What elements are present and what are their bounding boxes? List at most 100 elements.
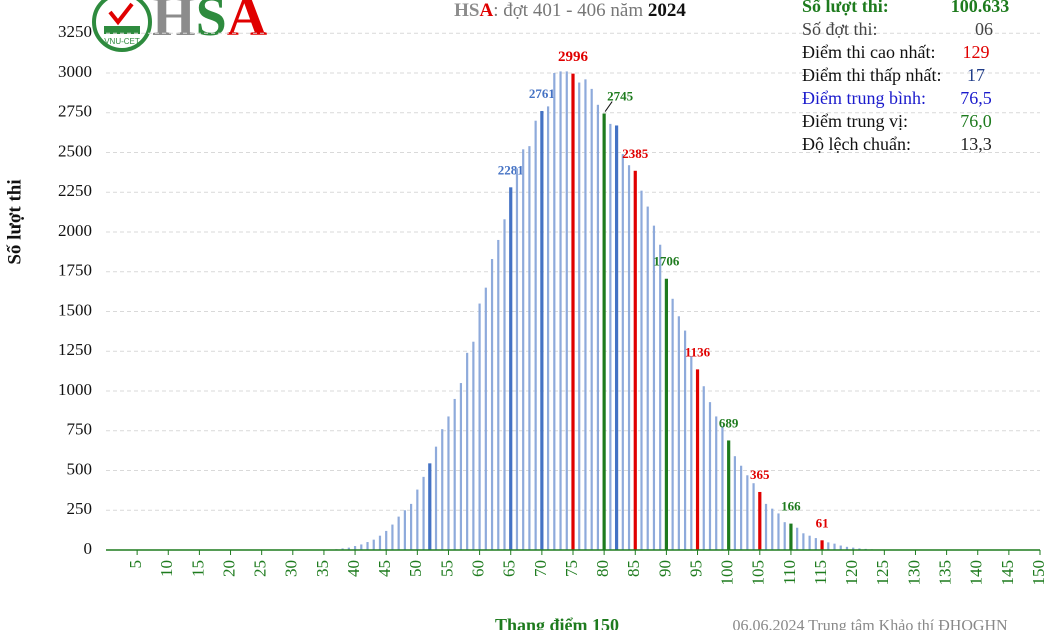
bar	[441, 429, 444, 550]
bar	[466, 352, 469, 550]
logo-ring	[92, 0, 152, 52]
stat-label: Độ lệch chuẩn:	[802, 134, 911, 154]
y-tick-label: 750	[67, 420, 93, 439]
bar	[796, 527, 799, 550]
bar	[434, 446, 438, 550]
bar	[540, 111, 544, 550]
bar	[478, 303, 481, 550]
value-label: 2745	[607, 89, 634, 104]
stat-label: Điểm thi thấp nhất:	[802, 65, 941, 85]
logo-text: HSA	[152, 0, 268, 48]
y-tick-label: 2000	[58, 221, 92, 240]
bar	[403, 510, 406, 550]
y-tick-label: 2750	[58, 102, 92, 121]
bar	[852, 547, 855, 550]
bar	[702, 386, 705, 550]
bar	[428, 463, 432, 550]
bar	[627, 165, 631, 550]
bar	[410, 503, 413, 550]
y-tick-label: 1500	[58, 300, 92, 319]
bar	[783, 522, 786, 550]
bar	[503, 219, 506, 550]
logo-book	[104, 26, 140, 34]
x-tick-label: 135	[936, 560, 955, 586]
bar	[659, 244, 662, 550]
value-label: 689	[719, 415, 739, 430]
y-tick-label: 500	[67, 459, 93, 478]
stat-label: Điểm thi cao nhất:	[802, 42, 935, 62]
logo-letter: H	[152, 0, 196, 48]
bar	[391, 524, 394, 550]
x-tick-label: 5	[126, 560, 145, 569]
y-axis-label: Số lượt thi	[4, 179, 25, 264]
footer: 06.06.2024 Trung tâm Khảo thí ĐHQGHN	[732, 618, 1008, 630]
bar	[422, 476, 425, 550]
bar	[845, 546, 849, 550]
x-tick-label: 35	[313, 560, 332, 577]
bar	[484, 287, 487, 550]
bar	[802, 533, 805, 550]
stat-label: Số đợt thi:	[802, 19, 878, 39]
stat-value: 129	[963, 42, 990, 62]
y-tick-label: 1000	[58, 380, 92, 399]
x-tick-label: 80	[593, 560, 612, 577]
bar	[578, 82, 581, 550]
bar	[746, 475, 749, 550]
x-tick-label: 150	[1029, 560, 1048, 586]
y-tick-label: 1750	[58, 261, 92, 280]
value-label: 2996	[558, 49, 589, 65]
bar	[459, 383, 463, 550]
x-tick-label: 145	[998, 560, 1017, 586]
bar	[472, 341, 475, 550]
stat-value: 17	[967, 65, 985, 85]
x-tick-label: 90	[655, 560, 674, 577]
title-part: HS	[454, 0, 479, 21]
bar	[633, 170, 637, 550]
y-tick-label: 2250	[58, 181, 92, 200]
x-tick-label: 50	[406, 560, 425, 577]
y-tick-label: 1250	[58, 340, 92, 359]
bar	[522, 149, 525, 550]
chart-title: HSA: đợt 401 - 406 năm 2024	[454, 0, 686, 21]
bar	[565, 71, 568, 550]
bar	[721, 425, 724, 550]
value-label: 2761	[529, 86, 555, 101]
bar	[771, 508, 774, 550]
x-tick-label: 25	[251, 560, 270, 577]
bar	[385, 530, 388, 550]
bar	[378, 535, 382, 550]
y-tick-label: 250	[67, 499, 93, 518]
y-tick-label: 3250	[58, 22, 92, 41]
logo-letter: A	[227, 0, 268, 48]
logo: VNU-CET HSA	[92, 0, 268, 52]
bar	[858, 548, 861, 550]
x-tick-label: 15	[188, 560, 207, 577]
x-tick-label: 55	[437, 560, 456, 577]
x-tick-label: 65	[500, 560, 519, 577]
value-label: 1706	[653, 254, 680, 269]
bar	[683, 330, 687, 550]
bar	[596, 104, 600, 551]
bar	[695, 369, 700, 550]
bar	[490, 259, 494, 550]
value-label: 2281	[498, 162, 524, 177]
bar	[602, 113, 606, 551]
bar	[833, 543, 836, 550]
logo-check	[108, 2, 134, 26]
bar	[584, 79, 587, 551]
x-tick-label: 110	[780, 560, 799, 585]
x-tick-label: 40	[344, 560, 363, 577]
x-tick-label: 20	[219, 560, 238, 577]
stat-label: Số lượt thi:	[802, 0, 889, 16]
x-tick-label: 100	[718, 560, 737, 586]
bar	[652, 225, 656, 550]
bar	[789, 523, 793, 550]
value-label: 61	[816, 515, 829, 530]
bar	[546, 106, 550, 550]
bar	[360, 544, 363, 550]
bar	[559, 71, 562, 550]
stat-value: 06	[975, 19, 993, 39]
x-tick-label: 30	[282, 560, 301, 577]
stat-value: 13,3	[960, 134, 992, 154]
